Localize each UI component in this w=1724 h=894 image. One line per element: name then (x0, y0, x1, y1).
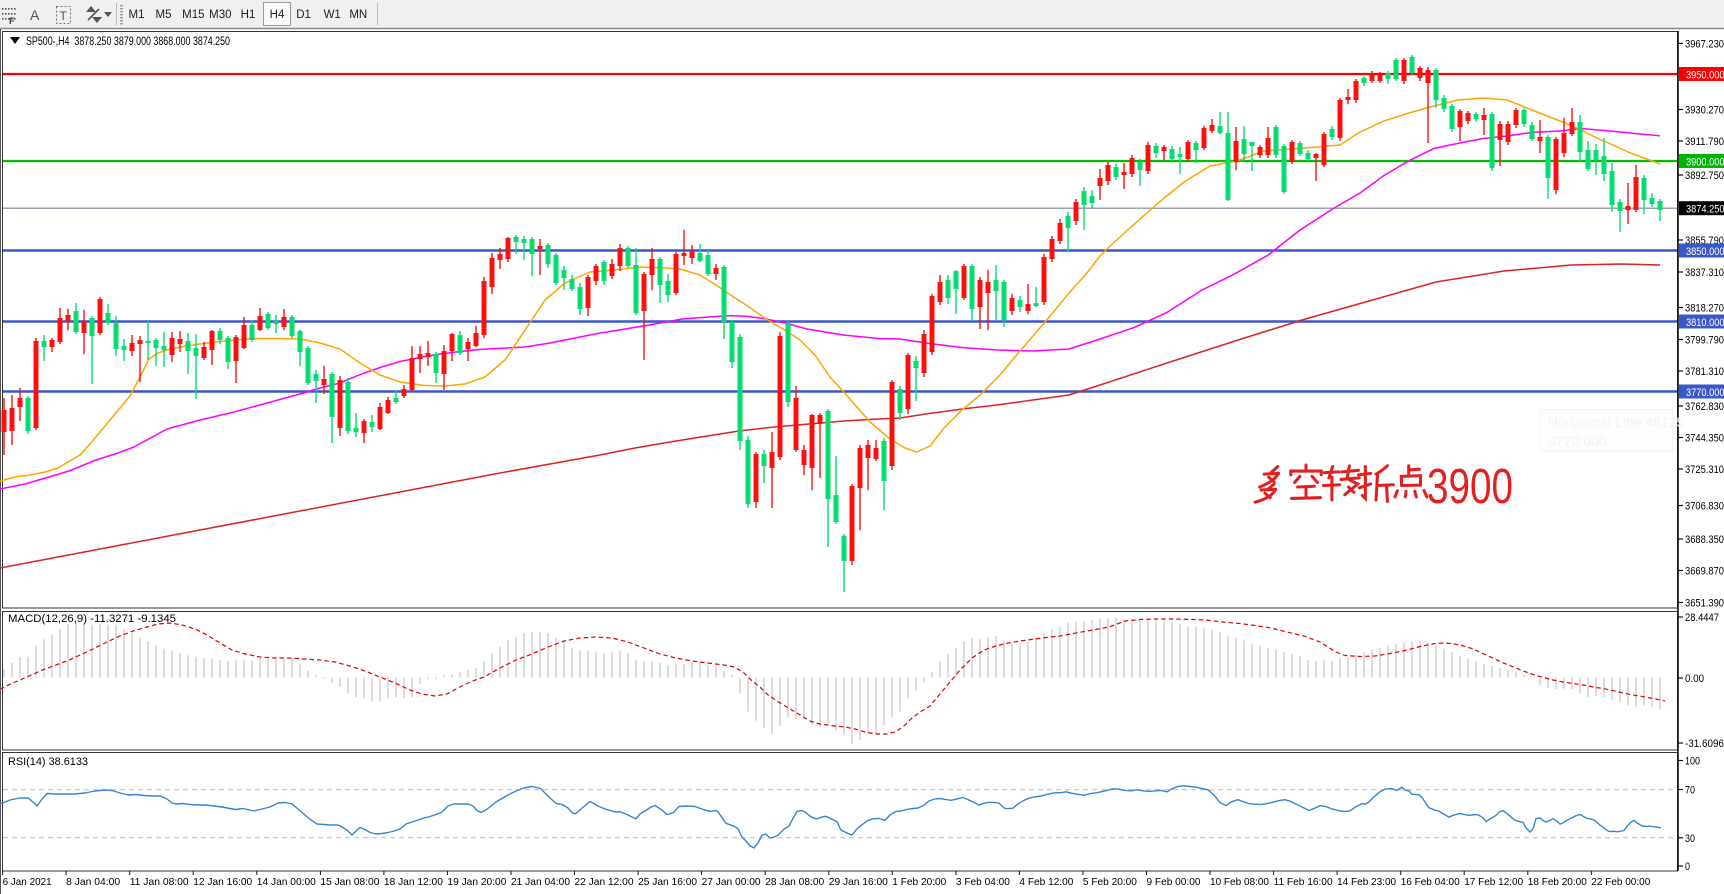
svg-text:MN: MN (349, 9, 367, 21)
svg-text:W1: W1 (324, 9, 341, 21)
svg-text:25 Jan 16:00: 25 Jan 16:00 (638, 876, 697, 888)
svg-text:3900.000: 3900.000 (1686, 157, 1724, 169)
svg-text:3892.750: 3892.750 (1685, 170, 1724, 182)
svg-text:M30: M30 (209, 9, 231, 21)
svg-text:3651.390: 3651.390 (1685, 598, 1724, 610)
svg-text:6 Jan 2021: 6 Jan 2021 (3, 876, 52, 888)
svg-text:M15: M15 (182, 9, 204, 21)
svg-text:14 Feb 23:00: 14 Feb 23:00 (1337, 876, 1396, 888)
svg-text:16 Feb 04:00: 16 Feb 04:00 (1401, 876, 1460, 888)
svg-text:3911.790: 3911.790 (1685, 136, 1724, 148)
svg-text:17 Feb 12:00: 17 Feb 12:00 (1464, 876, 1523, 888)
svg-text:3725.310: 3725.310 (1685, 464, 1724, 476)
svg-text:RSI(14) 38.6133: RSI(14) 38.6133 (8, 756, 88, 768)
svg-text:H1: H1 (241, 9, 256, 21)
svg-text:11 Jan 08:00: 11 Jan 08:00 (130, 876, 189, 888)
svg-text:11 Feb 16:00: 11 Feb 16:00 (1274, 876, 1333, 888)
svg-text:3762.830: 3762.830 (1685, 401, 1724, 413)
svg-text:3706.830: 3706.830 (1685, 501, 1724, 513)
svg-text:18 Jan 12:00: 18 Jan 12:00 (384, 876, 443, 888)
svg-text:15 Jan 08:00: 15 Jan 08:00 (320, 876, 379, 888)
svg-text:1 Feb 20:00: 1 Feb 20:00 (892, 876, 946, 888)
svg-text:3818.270: 3818.270 (1685, 303, 1724, 315)
svg-text:30: 30 (1685, 833, 1695, 845)
svg-text:-31.6096: -31.6096 (1685, 738, 1724, 750)
svg-text:M5: M5 (156, 9, 172, 21)
svg-text:10 Feb 08:00: 10 Feb 08:00 (1210, 876, 1269, 888)
svg-text:14 Jan 00:00: 14 Jan 00:00 (257, 876, 316, 888)
svg-text:Horizontal Line 48125: Horizontal Line 48125 (1548, 414, 1684, 430)
svg-text:22 Jan 12:00: 22 Jan 12:00 (575, 876, 634, 888)
svg-text:9 Feb 00:00: 9 Feb 00:00 (1147, 876, 1201, 888)
svg-text:29 Jan 16:00: 29 Jan 16:00 (829, 876, 888, 888)
svg-text:22 Feb 00:00: 22 Feb 00:00 (1591, 876, 1650, 888)
svg-text:28 Jan 08:00: 28 Jan 08:00 (765, 876, 824, 888)
svg-text:28.4447: 28.4447 (1685, 612, 1719, 624)
svg-text:3874.250: 3874.250 (1686, 204, 1724, 216)
svg-text:3930.270: 3930.270 (1685, 105, 1724, 117)
svg-text:3850.000: 3850.000 (1686, 246, 1724, 258)
svg-text:4 Feb 12:00: 4 Feb 12:00 (1019, 876, 1073, 888)
svg-text:3744.350: 3744.350 (1685, 433, 1724, 445)
svg-text:3 Feb 04:00: 3 Feb 04:00 (956, 876, 1010, 888)
svg-text:A: A (30, 7, 40, 23)
svg-text:0.00: 0.00 (1685, 673, 1704, 685)
svg-text:3688.350: 3688.350 (1685, 534, 1724, 546)
svg-text:21 Jan 04:00: 21 Jan 04:00 (511, 876, 570, 888)
svg-text:3799.790: 3799.790 (1685, 335, 1724, 347)
svg-text:MACD(12,26,9) -11.3271 -9.1345: MACD(12,26,9) -11.3271 -9.1345 (8, 613, 176, 625)
svg-text:12 Jan 16:00: 12 Jan 16:00 (193, 876, 252, 888)
svg-text:T: T (60, 9, 68, 23)
svg-text:100: 100 (1685, 756, 1700, 768)
svg-text:18 Feb 20:00: 18 Feb 20:00 (1528, 876, 1587, 888)
svg-text:F: F (9, 16, 15, 26)
svg-text:H4: H4 (270, 9, 285, 21)
svg-text:3900: 3900 (1427, 460, 1513, 514)
svg-text:27 Jan 00:00: 27 Jan 00:00 (702, 876, 761, 888)
svg-text:M1: M1 (129, 9, 145, 21)
svg-text:0: 0 (1685, 861, 1690, 873)
svg-text:19 Jan 20:00: 19 Jan 20:00 (447, 876, 506, 888)
svg-text:3781.310: 3781.310 (1685, 366, 1724, 378)
svg-text:3770.000: 3770.000 (1548, 433, 1607, 449)
svg-text:70: 70 (1685, 785, 1695, 797)
svg-text:3810.000: 3810.000 (1686, 317, 1724, 329)
svg-text:3669.870: 3669.870 (1685, 566, 1724, 578)
svg-text:SP500-,H4 3878.250 3879.000 3: SP500-,H4 3878.250 3879.000 3868.000 387… (26, 36, 230, 48)
svg-text:3950.000: 3950.000 (1686, 70, 1724, 82)
svg-text:3770.000: 3770.000 (1686, 387, 1724, 399)
svg-text:3967.230: 3967.230 (1685, 38, 1724, 50)
svg-text:8 Jan 04:00: 8 Jan 04:00 (66, 876, 120, 888)
svg-text:5 Feb 20:00: 5 Feb 20:00 (1083, 876, 1137, 888)
svg-text:D1: D1 (296, 9, 311, 21)
svg-text:3837.310: 3837.310 (1685, 267, 1724, 279)
